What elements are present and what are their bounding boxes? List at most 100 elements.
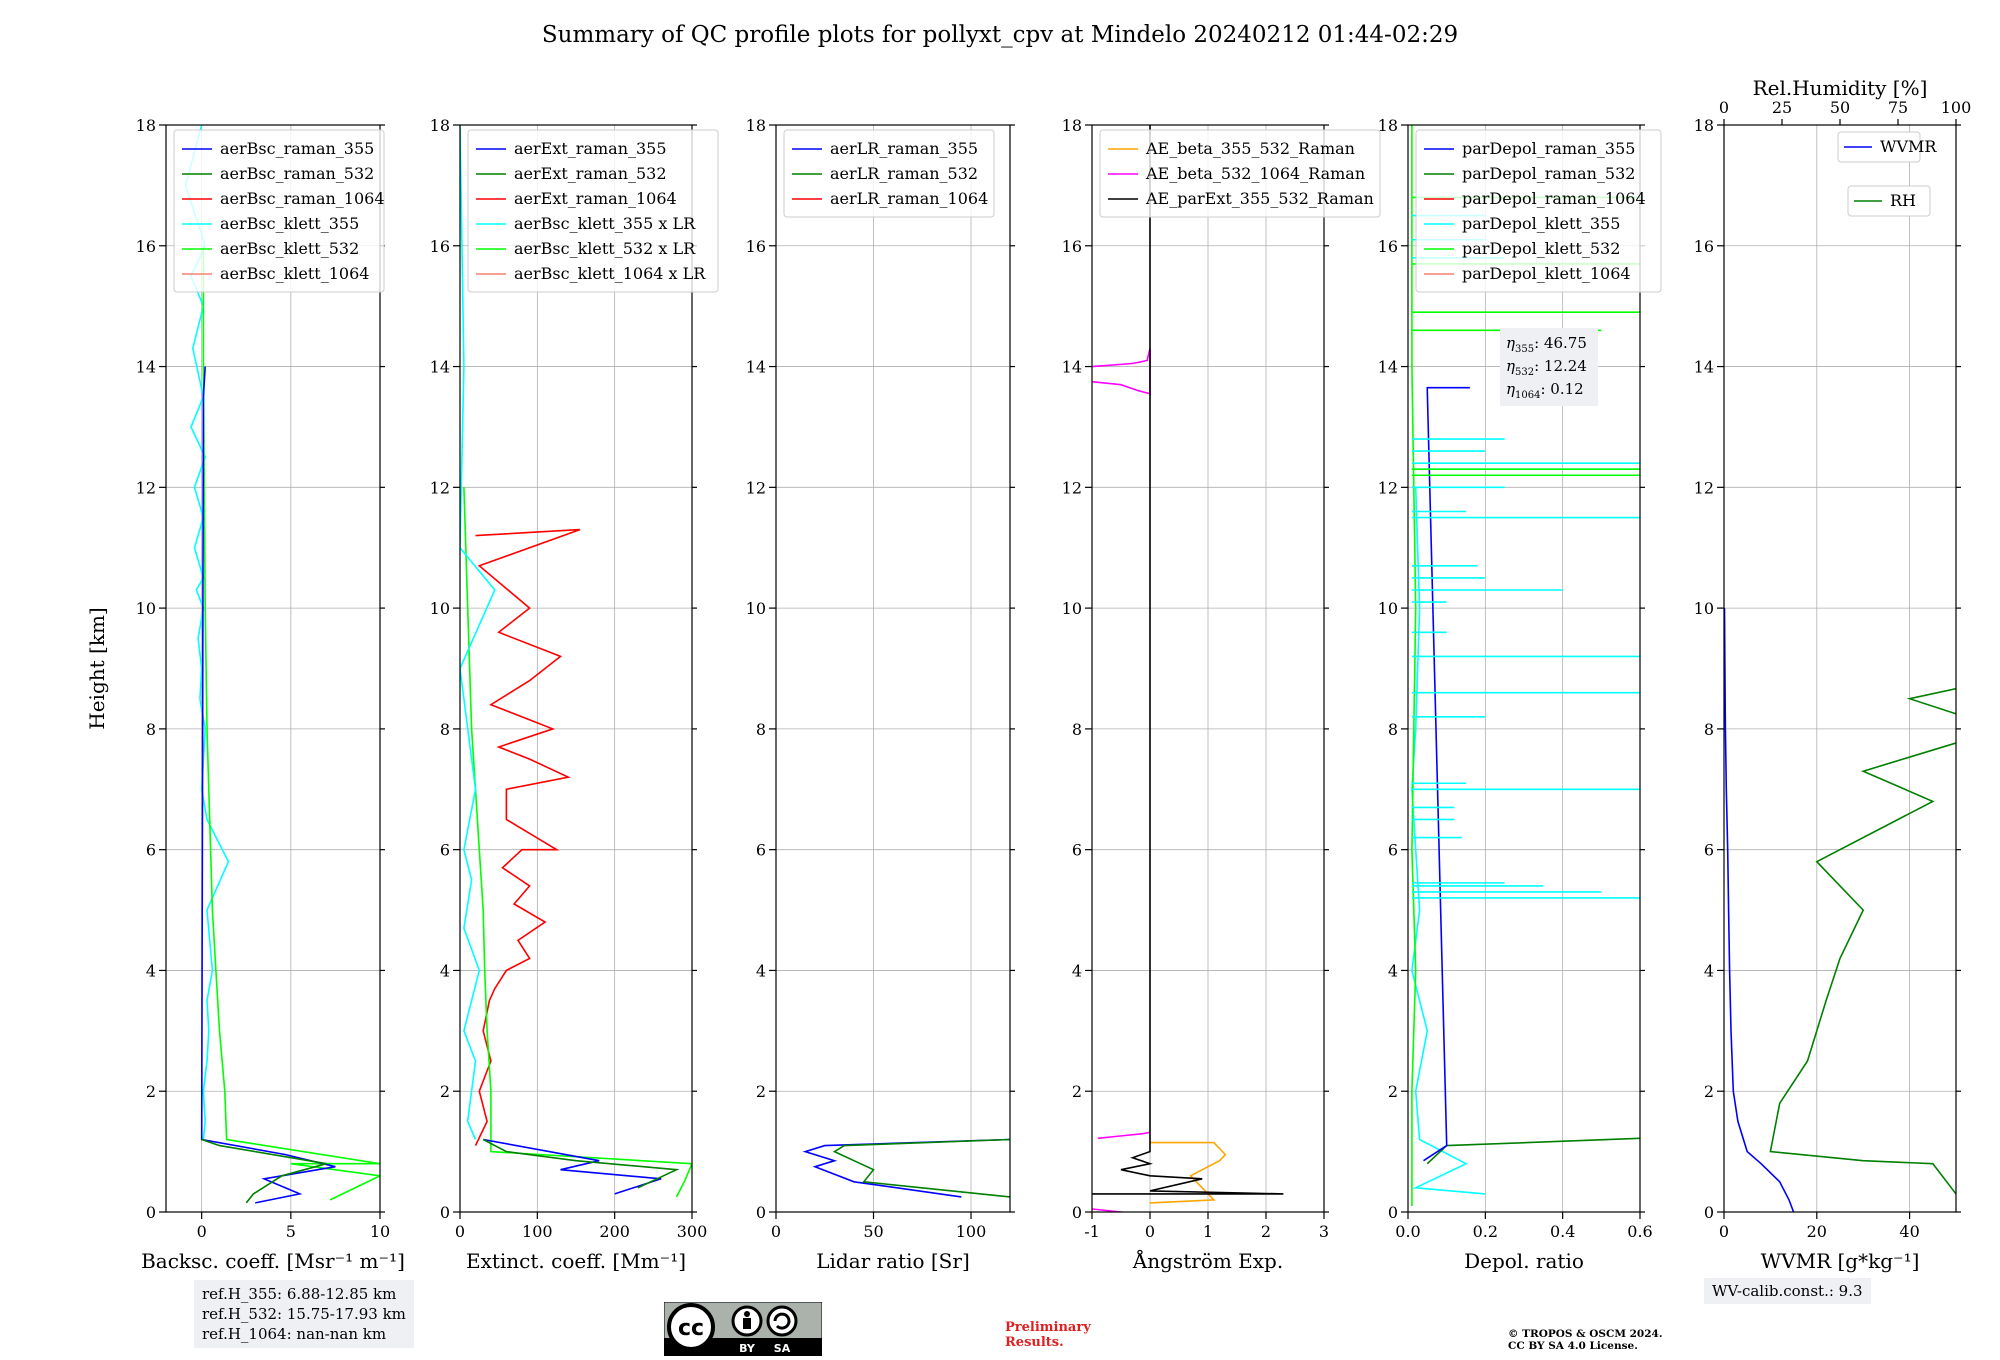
legend-label: AE_beta_355_532_Raman [1145, 139, 1355, 158]
series-group [184, 125, 380, 1204]
series-aerBsc_raman_355 [200, 366, 336, 1204]
eta-532: η532: 12.24 [1506, 357, 1587, 378]
series-aerBsc_klett_355 x LR [460, 125, 496, 1140]
x-tick-label: 0 [771, 1222, 781, 1241]
legend-label: aerExt_raman_1064 [514, 189, 677, 208]
legend-WVMR: WVMR [1837, 131, 1937, 163]
y-tick-label: 18 [1694, 116, 1714, 135]
legend-label: aerLR_raman_355 [830, 139, 978, 158]
y-tick-label: 12 [1062, 478, 1082, 497]
panel-3: 0 50 100 0 2 4 6 8 10 12 14 16 18 Lidar ratio [Sr] aer… [746, 116, 1015, 1273]
top-x-tick-label: 50 [1830, 98, 1850, 117]
y-tick-label: 16 [430, 237, 450, 256]
y-tick-label: 12 [430, 478, 450, 497]
y-tick-label: 18 [746, 116, 766, 135]
copyright-line-2: CC BY SA 4.0 License. [1508, 1340, 1638, 1352]
eta-box-bg [1500, 328, 1598, 406]
axes-frame [1723, 124, 1957, 1213]
legend: aerBsc_raman_355 aerBsc_raman_532 aerBsc_r… [173, 129, 385, 293]
legend-box [467, 129, 719, 293]
y-tick-label: 14 [746, 358, 766, 377]
x-tick-label: 0.6 [1627, 1222, 1652, 1241]
legend-label: RH [1890, 191, 1916, 210]
y-tick-label: 10 [1378, 599, 1398, 618]
y-tick-label: 2 [440, 1082, 450, 1101]
series-aerExt_raman_532 [482, 1138, 680, 1189]
legend-label: aerBsc_raman_1064 [220, 189, 385, 208]
x-tick-label: 20 [1807, 1222, 1827, 1241]
y-tick-label: 2 [1704, 1082, 1714, 1101]
top-x-tick-label: 25 [1772, 98, 1792, 117]
x-axis-label: Depol. ratio [1464, 1249, 1584, 1273]
legend: AE_beta_355_532_Raman AE_beta_532_1064_Ra… [1099, 129, 1381, 218]
legend-box [173, 129, 385, 293]
ref-height-355: ref.H_355: 6.88-12.85 km [202, 1285, 397, 1303]
y-tick-label: 8 [1388, 720, 1398, 739]
y-tick-label: 10 [430, 599, 450, 618]
y-tick-label: 16 [746, 237, 766, 256]
y-tick-label: 2 [146, 1082, 156, 1101]
copyright-notice: © TROPOS & OSCM 2024. CC BY SA 4.0 Licen… [1508, 1328, 1663, 1352]
series-group [1724, 608, 1956, 1212]
y-tick-label: 10 [136, 599, 156, 618]
legend-label: aerBsc_klett_532 [220, 239, 359, 258]
x-tick-label: 0.0 [1395, 1222, 1420, 1241]
y-tick-label: 6 [146, 841, 156, 860]
legend-label: parDepol_raman_532 [1462, 164, 1635, 183]
series-aerBsc_klett_532 x LR [463, 487, 692, 1198]
legend-box [1847, 185, 1931, 217]
legend-box [1837, 131, 1921, 163]
ref-height-1064: ref.H_1064: nan-nan km [202, 1325, 387, 1343]
preliminary-line-1: Preliminary [1005, 1320, 1091, 1335]
x-tick-label: 0 [1719, 1222, 1729, 1241]
series-AE_beta_532_1064_Raman_low [1092, 1208, 1129, 1212]
legend-label: AE_beta_532_1064_Raman [1145, 164, 1365, 183]
legend: aerLR_raman_355 aerLR_raman_532 aerLR_rama… [783, 129, 995, 218]
y-tick-label: 0 [146, 1203, 156, 1222]
top-x-axis-label: Rel.Humidity [%] [1753, 76, 1928, 100]
legend: parDepol_raman_355 parDepol_raman_532 parD… [1415, 129, 1662, 293]
y-tick-label: 0 [440, 1203, 450, 1222]
series-aerLR_raman_532 [832, 1138, 1010, 1198]
top-x-tick-label: 75 [1888, 98, 1908, 117]
legend-box [1415, 129, 1662, 293]
series-parDepol_klett_532 [1411, 125, 1417, 1206]
x-tick-label: 0 [197, 1222, 207, 1241]
y-tick-label: 4 [1388, 961, 1398, 980]
x-tick-label: 0.2 [1473, 1222, 1498, 1241]
y-tick-label: 0 [1072, 1203, 1082, 1222]
y-tick-label: 2 [1388, 1082, 1398, 1101]
panel-1: 0 5 10 0 2 4 6 8 10 12 14 16 18 Backsc. coeff. [Msr⁻¹… [85, 116, 405, 1273]
y-tick-label: 8 [1704, 720, 1714, 739]
y-tick-label: 16 [1694, 237, 1714, 256]
series-AE_parExt_355_532_Raman [1092, 125, 1284, 1195]
eta-355: η355: 46.75 [1506, 334, 1587, 355]
x-tick-label: -1 [1084, 1222, 1100, 1241]
y-tick-label: 10 [746, 599, 766, 618]
wv-calib-box: WV-calib.const.: 9.3 [1704, 1278, 1871, 1304]
y-tick-label: 18 [1062, 116, 1082, 135]
legend-label: aerBsc_klett_532 x LR [514, 239, 696, 258]
legend-label: aerBsc_klett_355 [220, 214, 359, 233]
x-tick-label: 40 [1899, 1222, 1919, 1241]
series-aerExt_raman_1064 [474, 528, 581, 1146]
y-tick-label: 16 [1062, 237, 1082, 256]
x-axis-label: Ångström Exp. [1132, 1248, 1283, 1273]
x-tick-label: 1 [1203, 1222, 1213, 1241]
x-tick-label: 100 [522, 1222, 553, 1241]
cc-by-label: BY [739, 1342, 756, 1355]
legend-label: parDepol_raman_355 [1462, 139, 1635, 158]
series-aerBsc_klett_355 [184, 125, 230, 1140]
y-tick-label: 18 [430, 116, 450, 135]
series-parDepol_klett_355 [1411, 487, 1486, 1195]
y-tick-label: 12 [746, 478, 766, 497]
legend-label: aerBsc_klett_1064 [220, 264, 369, 283]
series-RH [1769, 687, 1956, 1195]
y-tick-label: 14 [136, 358, 156, 377]
top-x-tick-label: 100 [1941, 98, 1972, 117]
x-tick-label: 0 [455, 1222, 465, 1241]
x-axis-label: Backsc. coeff. [Msr⁻¹ m⁻¹] [141, 1249, 405, 1273]
preliminary-line-2: Results. [1005, 1335, 1064, 1350]
